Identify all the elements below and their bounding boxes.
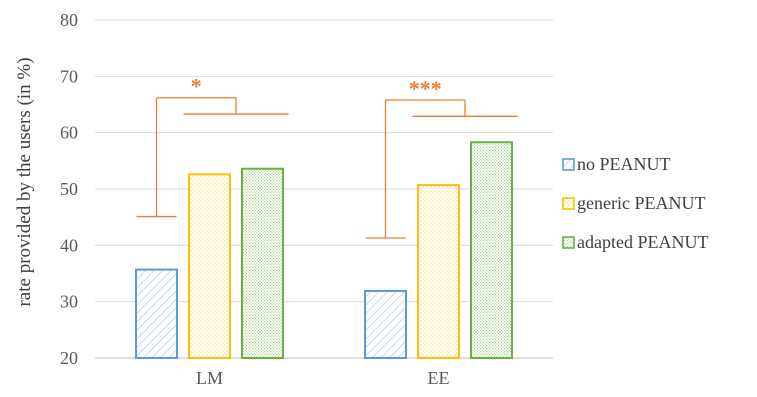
bar-lm-series-0	[135, 268, 178, 360]
legend-item: adapted PEANUT	[562, 232, 708, 252]
y-tick-label: 50	[60, 179, 78, 199]
y-tick-label: 30	[60, 292, 78, 312]
x-category-label: LM	[196, 368, 223, 388]
y-tick-label: 80	[60, 10, 78, 30]
legend-item: no PEANUT	[562, 154, 671, 174]
bar-lm-series-2	[241, 167, 284, 359]
bar-ee-series-0	[364, 289, 407, 360]
y-tick-label: 40	[60, 235, 78, 255]
legend-swatch	[562, 236, 575, 249]
legend-label: generic PEANUT	[577, 193, 705, 213]
significance-label: *	[191, 74, 202, 99]
bar-lm-series-1	[188, 173, 231, 359]
y-axis-title: rate provided by the users (in %)	[14, 57, 35, 306]
legend-swatch	[562, 158, 575, 171]
bar-ee-series-1	[417, 184, 460, 359]
x-axis-categories: LM EE	[196, 368, 450, 388]
legend: no PEANUT generic PEANUT adapted PEANUT	[562, 154, 708, 252]
legend-label: adapted PEANUT	[577, 232, 708, 252]
bar-ee-series-2	[470, 141, 513, 359]
significance-bracket: *	[136, 74, 289, 218]
y-tick-label: 70	[60, 66, 78, 86]
y-tick-label: 60	[60, 123, 78, 143]
y-axis-ticks: 20 30 40 50 60 70 80	[60, 10, 78, 368]
significance-bracket: ***	[365, 76, 518, 239]
significance-label: ***	[409, 76, 442, 101]
significance-annotations: * ***	[136, 74, 518, 239]
y-tick-label: 20	[60, 348, 78, 368]
bars	[135, 141, 513, 360]
x-category-label: EE	[428, 368, 450, 388]
legend-swatch	[562, 197, 575, 210]
legend-label: no PEANUT	[577, 154, 671, 174]
legend-item: generic PEANUT	[562, 193, 705, 213]
